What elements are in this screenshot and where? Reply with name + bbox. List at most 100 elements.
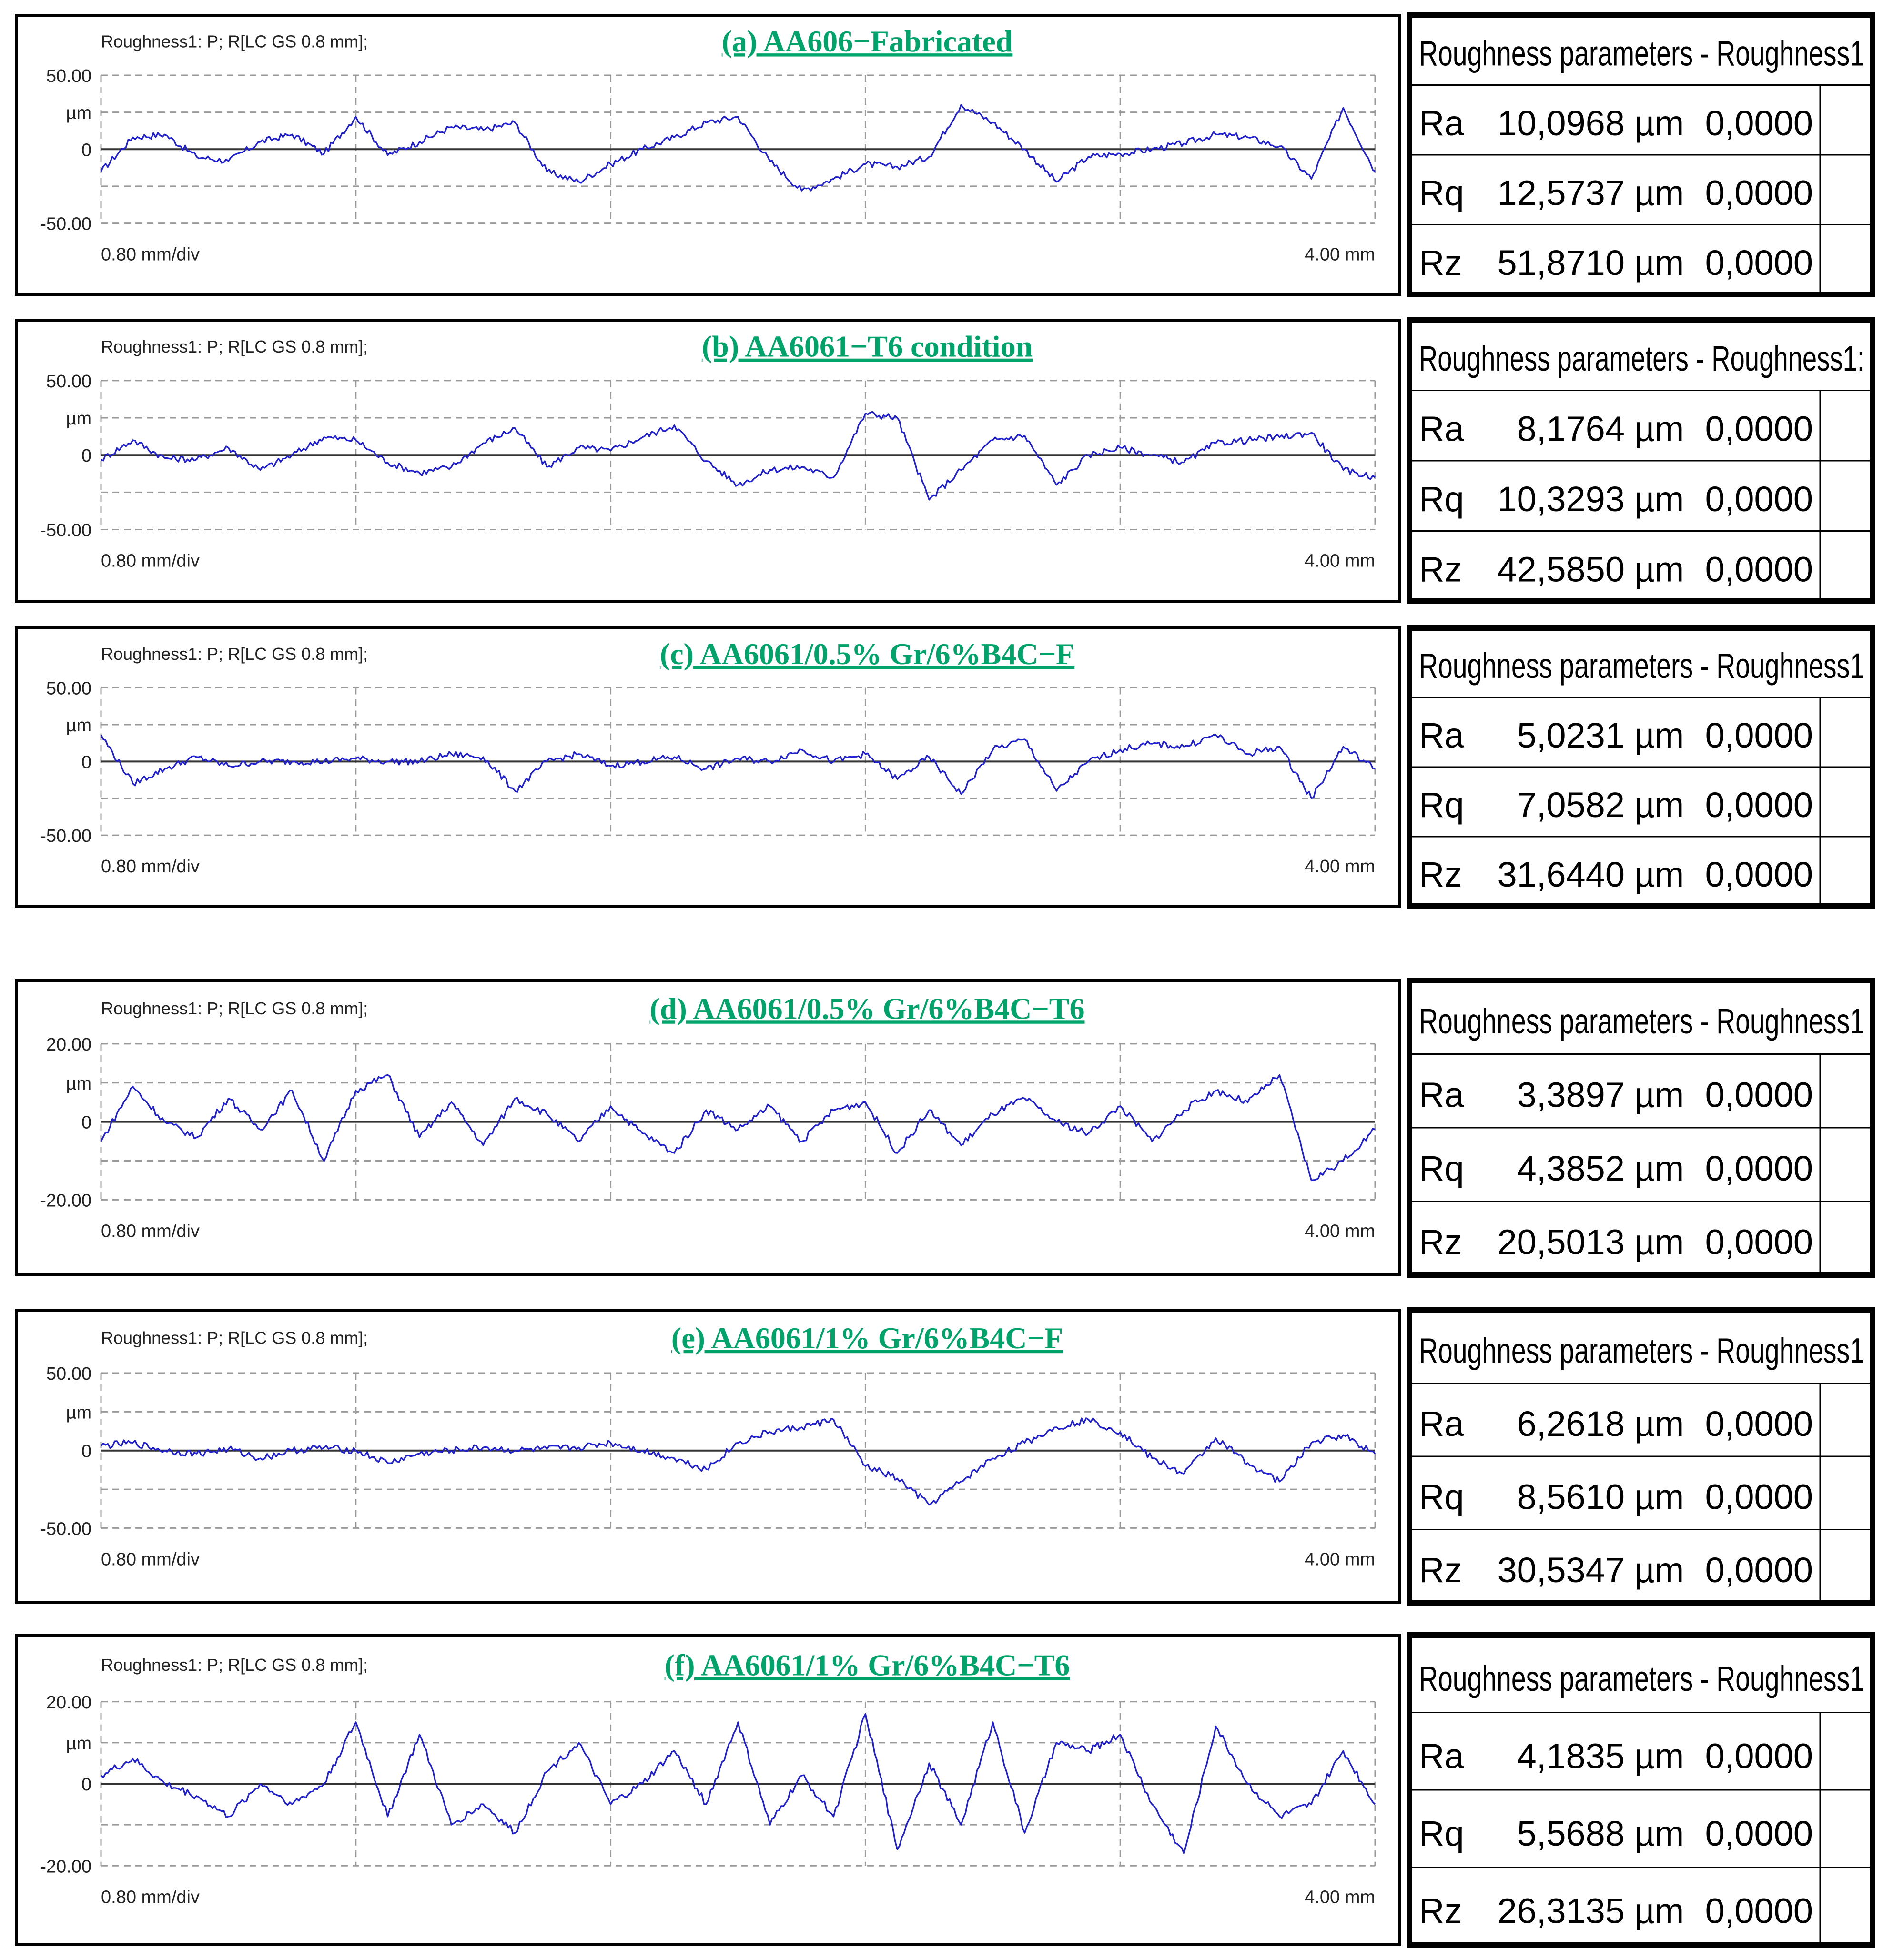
- param-extra: 0,0000: [1705, 409, 1813, 449]
- table-row: Rq 8,5610 µm 0,0000: [1419, 1477, 1813, 1517]
- param-extra: 0,0000: [1705, 855, 1813, 894]
- table-title: Roughness parameters - Roughness1:: [1419, 339, 1864, 378]
- param-extra: 0,0000: [1705, 1075, 1813, 1115]
- param-extra: 0,0000: [1705, 1891, 1813, 1931]
- y-tick-zero: 0: [81, 446, 91, 466]
- chart-title: (d) AA6061/0.5% Gr/6%B4C−T6: [650, 991, 1085, 1025]
- x-div-label: 0.80 mm/div: [101, 857, 200, 877]
- chart-panel-a: Roughness1: P; R[LC GS 0.8 mm]; (a) AA606…: [15, 14, 1401, 296]
- param-extra: 0,0000: [1705, 1737, 1813, 1776]
- param-extra: 0,0000: [1705, 173, 1813, 212]
- roughness-table-a: Roughness parameters - Roughness1 Ra 10,09…: [1407, 12, 1875, 297]
- table-title: Roughness parameters - Roughness1: [1419, 33, 1864, 73]
- y-tick-min: -50.00: [40, 521, 91, 541]
- chart-panel-f: Roughness1: P; R[LC GS 0.8 mm]; (f) AA606…: [15, 1634, 1401, 1946]
- param-extra: 0,0000: [1705, 716, 1813, 755]
- param-unit: µm: [1634, 103, 1684, 143]
- param-extra: 0,0000: [1705, 243, 1813, 283]
- chart-title: (f) AA6061/1% Gr/6%B4C−T6: [665, 1648, 1070, 1682]
- x-end-label: 4.00 mm: [1305, 1549, 1375, 1569]
- param-value: 4,3852: [1517, 1149, 1625, 1188]
- param-value: 30,5347: [1498, 1550, 1625, 1590]
- param-name: Rq: [1419, 1149, 1464, 1188]
- param-unit: µm: [1634, 1550, 1684, 1590]
- chart-header: Roughness1: P; R[LC GS 0.8 mm];: [101, 1328, 368, 1348]
- chart-panel-d: Roughness1: P; R[LC GS 0.8 mm]; (d) AA606…: [15, 979, 1401, 1276]
- param-extra: 0,0000: [1705, 1149, 1813, 1188]
- param-value: 31,6440: [1498, 855, 1625, 894]
- profile-line: [100, 1074, 1376, 1182]
- chart-header: Roughness1: P; R[LC GS 0.8 mm];: [101, 644, 368, 664]
- param-unit: µm: [1634, 1222, 1684, 1262]
- param-name: Ra: [1419, 1075, 1464, 1115]
- y-tick-min: -20.00: [40, 1857, 91, 1877]
- param-name: Rq: [1419, 479, 1464, 519]
- y-tick-zero: 0: [81, 1442, 91, 1462]
- param-unit: µm: [1634, 479, 1684, 519]
- y-unit-label: µm: [66, 1074, 91, 1094]
- table-title: Roughness parameters - Roughness1: [1419, 646, 1864, 686]
- y-tick-max: 20.00: [46, 1693, 91, 1713]
- y-tick-max: 50.00: [46, 1364, 91, 1384]
- x-div-label: 0.80 mm/div: [101, 1549, 200, 1569]
- param-value: 5,5688: [1517, 1814, 1625, 1853]
- param-extra: 0,0000: [1705, 1404, 1813, 1444]
- param-unit: µm: [1634, 243, 1684, 283]
- table-row: Rz 20,5013 µm 0,0000: [1419, 1222, 1813, 1262]
- param-name: Rz: [1419, 550, 1462, 589]
- chart-title: (b) AA6061−T6 condition: [702, 330, 1033, 364]
- param-unit: µm: [1634, 785, 1684, 825]
- y-tick-max: 20.00: [46, 1035, 91, 1055]
- chart-header: Roughness1: P; R[LC GS 0.8 mm];: [101, 31, 368, 51]
- table-row: Ra 4,1835 µm 0,0000: [1419, 1737, 1813, 1776]
- param-unit: µm: [1634, 1814, 1684, 1853]
- table-row: Rz 42,5850 µm 0,0000: [1419, 550, 1813, 589]
- x-end-label: 4.00 mm: [1305, 1221, 1375, 1241]
- param-unit: µm: [1634, 550, 1684, 589]
- table-row: Rz 51,8710 µm 0,0000: [1419, 243, 1813, 283]
- param-extra: 0,0000: [1705, 1477, 1813, 1517]
- table-row: Rq 7,0582 µm 0,0000: [1419, 785, 1813, 825]
- param-value: 6,2618: [1517, 1404, 1625, 1444]
- table-row: Rz 30,5347 µm 0,0000: [1419, 1550, 1813, 1590]
- roughness-table-d: Roughness parameters - Roughness1 Ra 3,389…: [1407, 978, 1875, 1278]
- profile-line: [100, 1713, 1376, 1854]
- y-tick-max: 50.00: [46, 679, 91, 699]
- param-value: 42,5850: [1498, 550, 1625, 589]
- param-value: 20,5013: [1498, 1222, 1625, 1262]
- param-name: Rq: [1419, 1814, 1464, 1853]
- param-name: Ra: [1419, 716, 1464, 755]
- param-name: Rq: [1419, 173, 1464, 212]
- table-row: Ra 10,0968 µm 0,0000: [1419, 103, 1813, 143]
- param-extra: 0,0000: [1705, 785, 1813, 825]
- table-row: Rq 10,3293 µm 0,0000: [1419, 479, 1813, 519]
- param-extra: 0,0000: [1705, 1222, 1813, 1262]
- chart-title: (a) AA606−Fabricated: [722, 24, 1013, 58]
- y-tick-zero: 0: [81, 1113, 91, 1133]
- param-value: 12,5737: [1498, 173, 1625, 212]
- param-extra: 0,0000: [1705, 1550, 1813, 1590]
- x-end-label: 4.00 mm: [1305, 857, 1375, 877]
- param-name: Rz: [1419, 243, 1462, 283]
- y-unit-label: µm: [66, 1734, 91, 1754]
- y-unit-label: µm: [66, 716, 91, 736]
- param-value: 5,0231: [1517, 716, 1625, 755]
- table-title: Roughness parameters - Roughness1: [1419, 1659, 1864, 1698]
- table-row: Ra 8,1764 µm 0,0000: [1419, 409, 1813, 449]
- table-row: Rq 5,5688 µm 0,0000: [1419, 1814, 1813, 1853]
- roughness-table-b: Roughness parameters - Roughness1: Ra 8,17…: [1407, 317, 1875, 604]
- x-end-label: 4.00 mm: [1305, 245, 1375, 265]
- x-end-label: 4.00 mm: [1305, 1887, 1375, 1907]
- x-div-label: 0.80 mm/div: [101, 1221, 200, 1241]
- y-tick-min: -20.00: [40, 1191, 91, 1211]
- param-unit: µm: [1634, 1149, 1684, 1188]
- param-name: Ra: [1419, 1737, 1464, 1776]
- y-tick-min: -50.00: [40, 1519, 91, 1539]
- table-title: Roughness parameters - Roughness1: [1419, 1001, 1864, 1041]
- param-name: Ra: [1419, 409, 1464, 449]
- table-row: Rz 26,3135 µm 0,0000: [1419, 1891, 1813, 1931]
- param-unit: µm: [1634, 1737, 1684, 1776]
- y-tick-max: 50.00: [46, 372, 91, 392]
- param-value: 10,3293: [1498, 479, 1625, 519]
- table-row: Ra 3,3897 µm 0,0000: [1419, 1075, 1813, 1115]
